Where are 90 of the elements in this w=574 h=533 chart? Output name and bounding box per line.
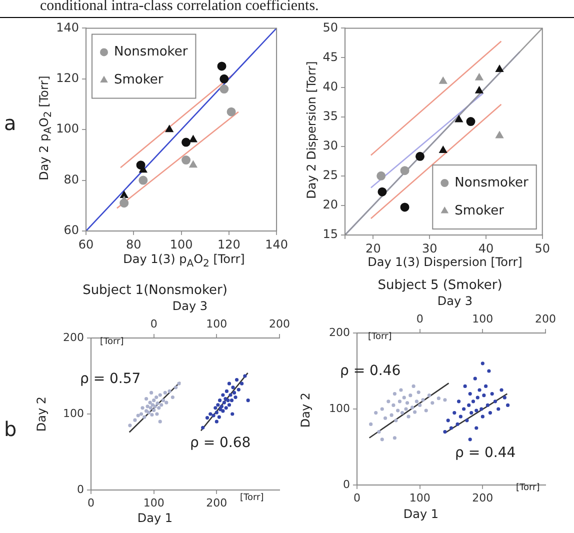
- annotation: ρ = 0.44: [455, 445, 516, 462]
- chart-title: Subject 5 (Smoker): [378, 278, 502, 294]
- point: [475, 86, 484, 94]
- x2-tick-label: 200: [535, 312, 556, 326]
- x2-tick-label: 0: [150, 317, 158, 330]
- x-tick-label: 80: [126, 237, 142, 252]
- point: [220, 74, 229, 84]
- y-tick-label: 100: [329, 402, 350, 415]
- point: [400, 166, 410, 176]
- text: b: [4, 417, 17, 441]
- x-tick-label: 60: [78, 237, 94, 252]
- x-axis-title: Day 1: [403, 507, 439, 522]
- y-tick-label: 0: [343, 478, 350, 491]
- y-tick-label: 140: [56, 20, 79, 34]
- chart-title: Subject 1(Nonsmoker): [82, 283, 228, 298]
- x-tick-label: 100: [170, 237, 193, 252]
- y-axis-title: Day 2: [34, 396, 49, 432]
- annotation: ρ = 0.57: [80, 371, 141, 388]
- y-tick-label: 15: [322, 227, 338, 242]
- point: [496, 131, 504, 138]
- point: [496, 65, 504, 72]
- x-tick-label: 200: [206, 496, 228, 510]
- point: [376, 171, 386, 180]
- x2-tick-label: 100: [206, 317, 228, 330]
- legend-label: Smoker: [454, 203, 505, 218]
- x-tick-label: 100: [143, 496, 164, 510]
- point: [120, 198, 129, 208]
- y-tick-label: 60: [64, 223, 79, 238]
- x2-axis-title: Day 3: [172, 299, 208, 314]
- annotation: [Torr]: [368, 332, 392, 343]
- point: [466, 117, 476, 126]
- x-tick-label: 200: [472, 491, 494, 504]
- y-tick-label: 25: [322, 168, 338, 182]
- y-tick-label: 20: [322, 198, 338, 212]
- x-tick-label: 30: [422, 241, 438, 256]
- x2-tick-label: 0: [416, 312, 424, 326]
- point: [136, 160, 146, 170]
- annotation: ρ = 0.68: [190, 435, 251, 452]
- y-tick-label: 0: [77, 482, 84, 496]
- x-tick-label: 140: [265, 237, 288, 252]
- y-tick-label: 80: [64, 172, 79, 186]
- x2-tick-label: 100: [472, 312, 494, 326]
- x-axis-title: Day 1(3) p$_{A}$O$_{2}$ [Torr]: [123, 252, 245, 270]
- y-tick-label: 40: [322, 79, 338, 94]
- point: [226, 107, 236, 116]
- point: [165, 125, 174, 132]
- point: [189, 160, 198, 168]
- x2-axis-title: Day 3: [437, 294, 473, 308]
- legend-label: Nonsmoker: [454, 175, 530, 190]
- point: [454, 115, 463, 122]
- y-tick-label: 35: [322, 108, 338, 123]
- x-tick-label: 120: [217, 237, 240, 252]
- y-tick-label: 120: [56, 71, 79, 86]
- annotation: [Torr]: [516, 483, 540, 494]
- point: [182, 138, 191, 147]
- y-tick-label: 200: [329, 326, 350, 339]
- point: [475, 73, 484, 80]
- x-tick-label: 0: [88, 496, 94, 510]
- x2-tick-label: 200: [269, 317, 290, 330]
- annotation: ρ = 0.46: [340, 363, 401, 380]
- y-axis-title: Day 2: [298, 392, 313, 428]
- y-tick-label: 50: [322, 20, 338, 34]
- legend-label: Nonsmoker: [114, 44, 188, 60]
- x-axis-title: Day 1: [137, 511, 173, 526]
- point: [439, 146, 448, 154]
- point: [378, 187, 387, 196]
- y-tick-label: 100: [63, 406, 84, 420]
- y-tick-label: 30: [322, 138, 338, 152]
- y-tick-label: 45: [322, 50, 338, 64]
- x-axis-title: Day 1(3) Dispersion [Torr]: [368, 255, 522, 270]
- point: [217, 62, 226, 71]
- x-tick-label: 0: [354, 491, 360, 504]
- point: [138, 176, 148, 185]
- x-tick-label: 40: [478, 241, 494, 256]
- y-tick-label: 100: [56, 122, 79, 136]
- x-tick-label: 100: [409, 491, 430, 504]
- y-tick-label: 200: [63, 330, 84, 344]
- point: [220, 84, 229, 94]
- text: a: [4, 111, 16, 135]
- x-tick-label: 20: [366, 241, 381, 256]
- point: [400, 202, 410, 212]
- annotation: [Torr]: [100, 337, 124, 348]
- y-axis-title: Day 2 Dispersion [Torr]: [304, 61, 319, 199]
- x-tick-label: 50: [534, 241, 550, 256]
- point: [416, 152, 424, 161]
- point: [439, 76, 448, 84]
- point: [189, 135, 198, 142]
- point: [182, 156, 191, 165]
- text: [Torr]: [240, 493, 264, 504]
- legend-label: Smoker: [114, 72, 164, 88]
